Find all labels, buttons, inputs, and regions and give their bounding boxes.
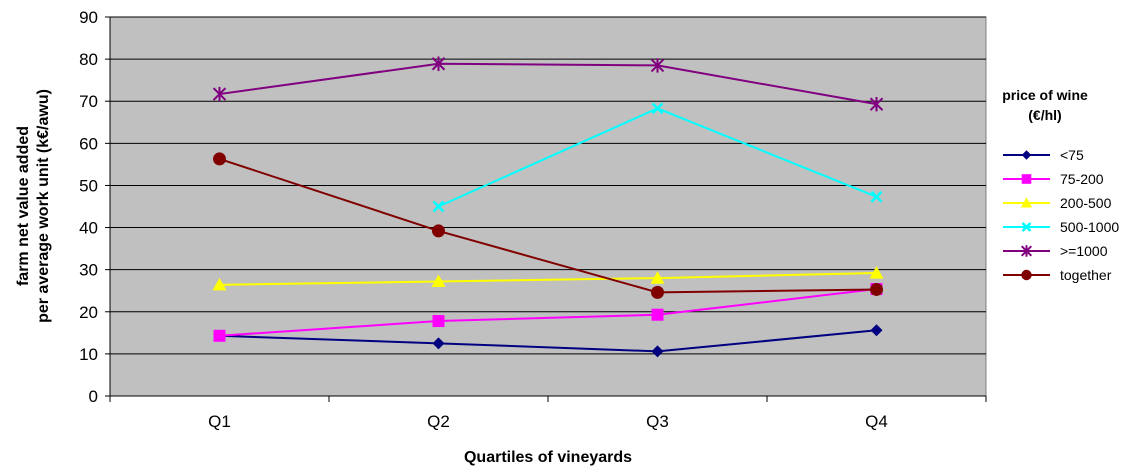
legend-items: <75 75-200 200-500 500-1000 >=1000 together [1003, 147, 1119, 283]
y-tick-label: 10 [79, 345, 98, 364]
y-tick-label: 90 [79, 8, 98, 27]
y-axis-title-line-2: per average work unit (k€/awu) [35, 89, 52, 323]
y-tick-label: 40 [79, 219, 98, 238]
legend-marker [1021, 222, 1032, 232]
y-tick-label: 30 [79, 261, 98, 280]
data-point [213, 329, 226, 342]
data-point [651, 308, 664, 321]
legend-label: <75 [1060, 147, 1084, 163]
x-tick-label: Q1 [208, 412, 231, 431]
y-axis-title: farm net value added per average work un… [15, 89, 52, 323]
y-tick-label: 70 [79, 92, 98, 111]
data-point [432, 315, 445, 328]
y-tick-label: 0 [89, 387, 98, 406]
data-point [651, 285, 664, 299]
data-point [870, 190, 883, 203]
axes: 0 10 20 30 40 50 60 70 80 90 Q1 Q2 Q3 Q4 [79, 8, 987, 431]
data-point [432, 224, 445, 238]
data-point [432, 337, 445, 350]
x-tick-label: Q4 [865, 412, 888, 431]
legend-label: 75-200 [1060, 171, 1104, 187]
legend-marker [1020, 197, 1033, 208]
series-line [219, 288, 877, 337]
y-axis-title-line-1: farm net value added [15, 126, 32, 286]
legend-marker [1020, 245, 1033, 257]
legend-label: 500-1000 [1060, 219, 1119, 235]
data-point [651, 102, 664, 115]
plot-area [109, 16, 987, 397]
x-tick-label: Q3 [646, 412, 669, 431]
y-tick-label: 50 [79, 176, 98, 195]
legend-title-line-2: (€/hl) [1028, 107, 1061, 123]
series-line [219, 62, 877, 106]
series-line [219, 272, 877, 286]
data-point [212, 277, 227, 291]
y-tick-label: 80 [79, 50, 98, 69]
data-point [870, 282, 883, 296]
data-point [869, 266, 884, 279]
legend: price of wine (€/hl) <75 75-200 200-500 500… [1002, 87, 1119, 283]
legend-marker [1021, 150, 1032, 160]
x-axis-title: Quartiles of vineyards [464, 449, 632, 466]
gridlines [110, 16, 986, 355]
data-point [431, 274, 446, 288]
y-tick-label: 20 [79, 303, 98, 322]
data-point [432, 200, 445, 213]
data-point [431, 56, 446, 71]
legend-title-line-1: price of wine [1002, 87, 1088, 103]
series-line [219, 329, 877, 353]
x-tick-label: Q2 [427, 412, 450, 431]
legend-label: together [1060, 267, 1112, 283]
data-point [870, 324, 883, 337]
data-point [651, 345, 664, 358]
legend-label: 200-500 [1060, 195, 1112, 211]
legend-label: >=1000 [1060, 243, 1108, 259]
series-markers [212, 56, 884, 358]
data-point [650, 58, 665, 73]
series-lines [219, 62, 877, 353]
data-point [213, 152, 226, 166]
data-point [650, 271, 665, 284]
series-line [219, 157, 877, 294]
legend-marker [1021, 174, 1032, 184]
legend-marker [1021, 269, 1032, 281]
y-tick-label: 60 [79, 134, 98, 153]
data-point [212, 86, 227, 102]
data-point [869, 96, 884, 112]
